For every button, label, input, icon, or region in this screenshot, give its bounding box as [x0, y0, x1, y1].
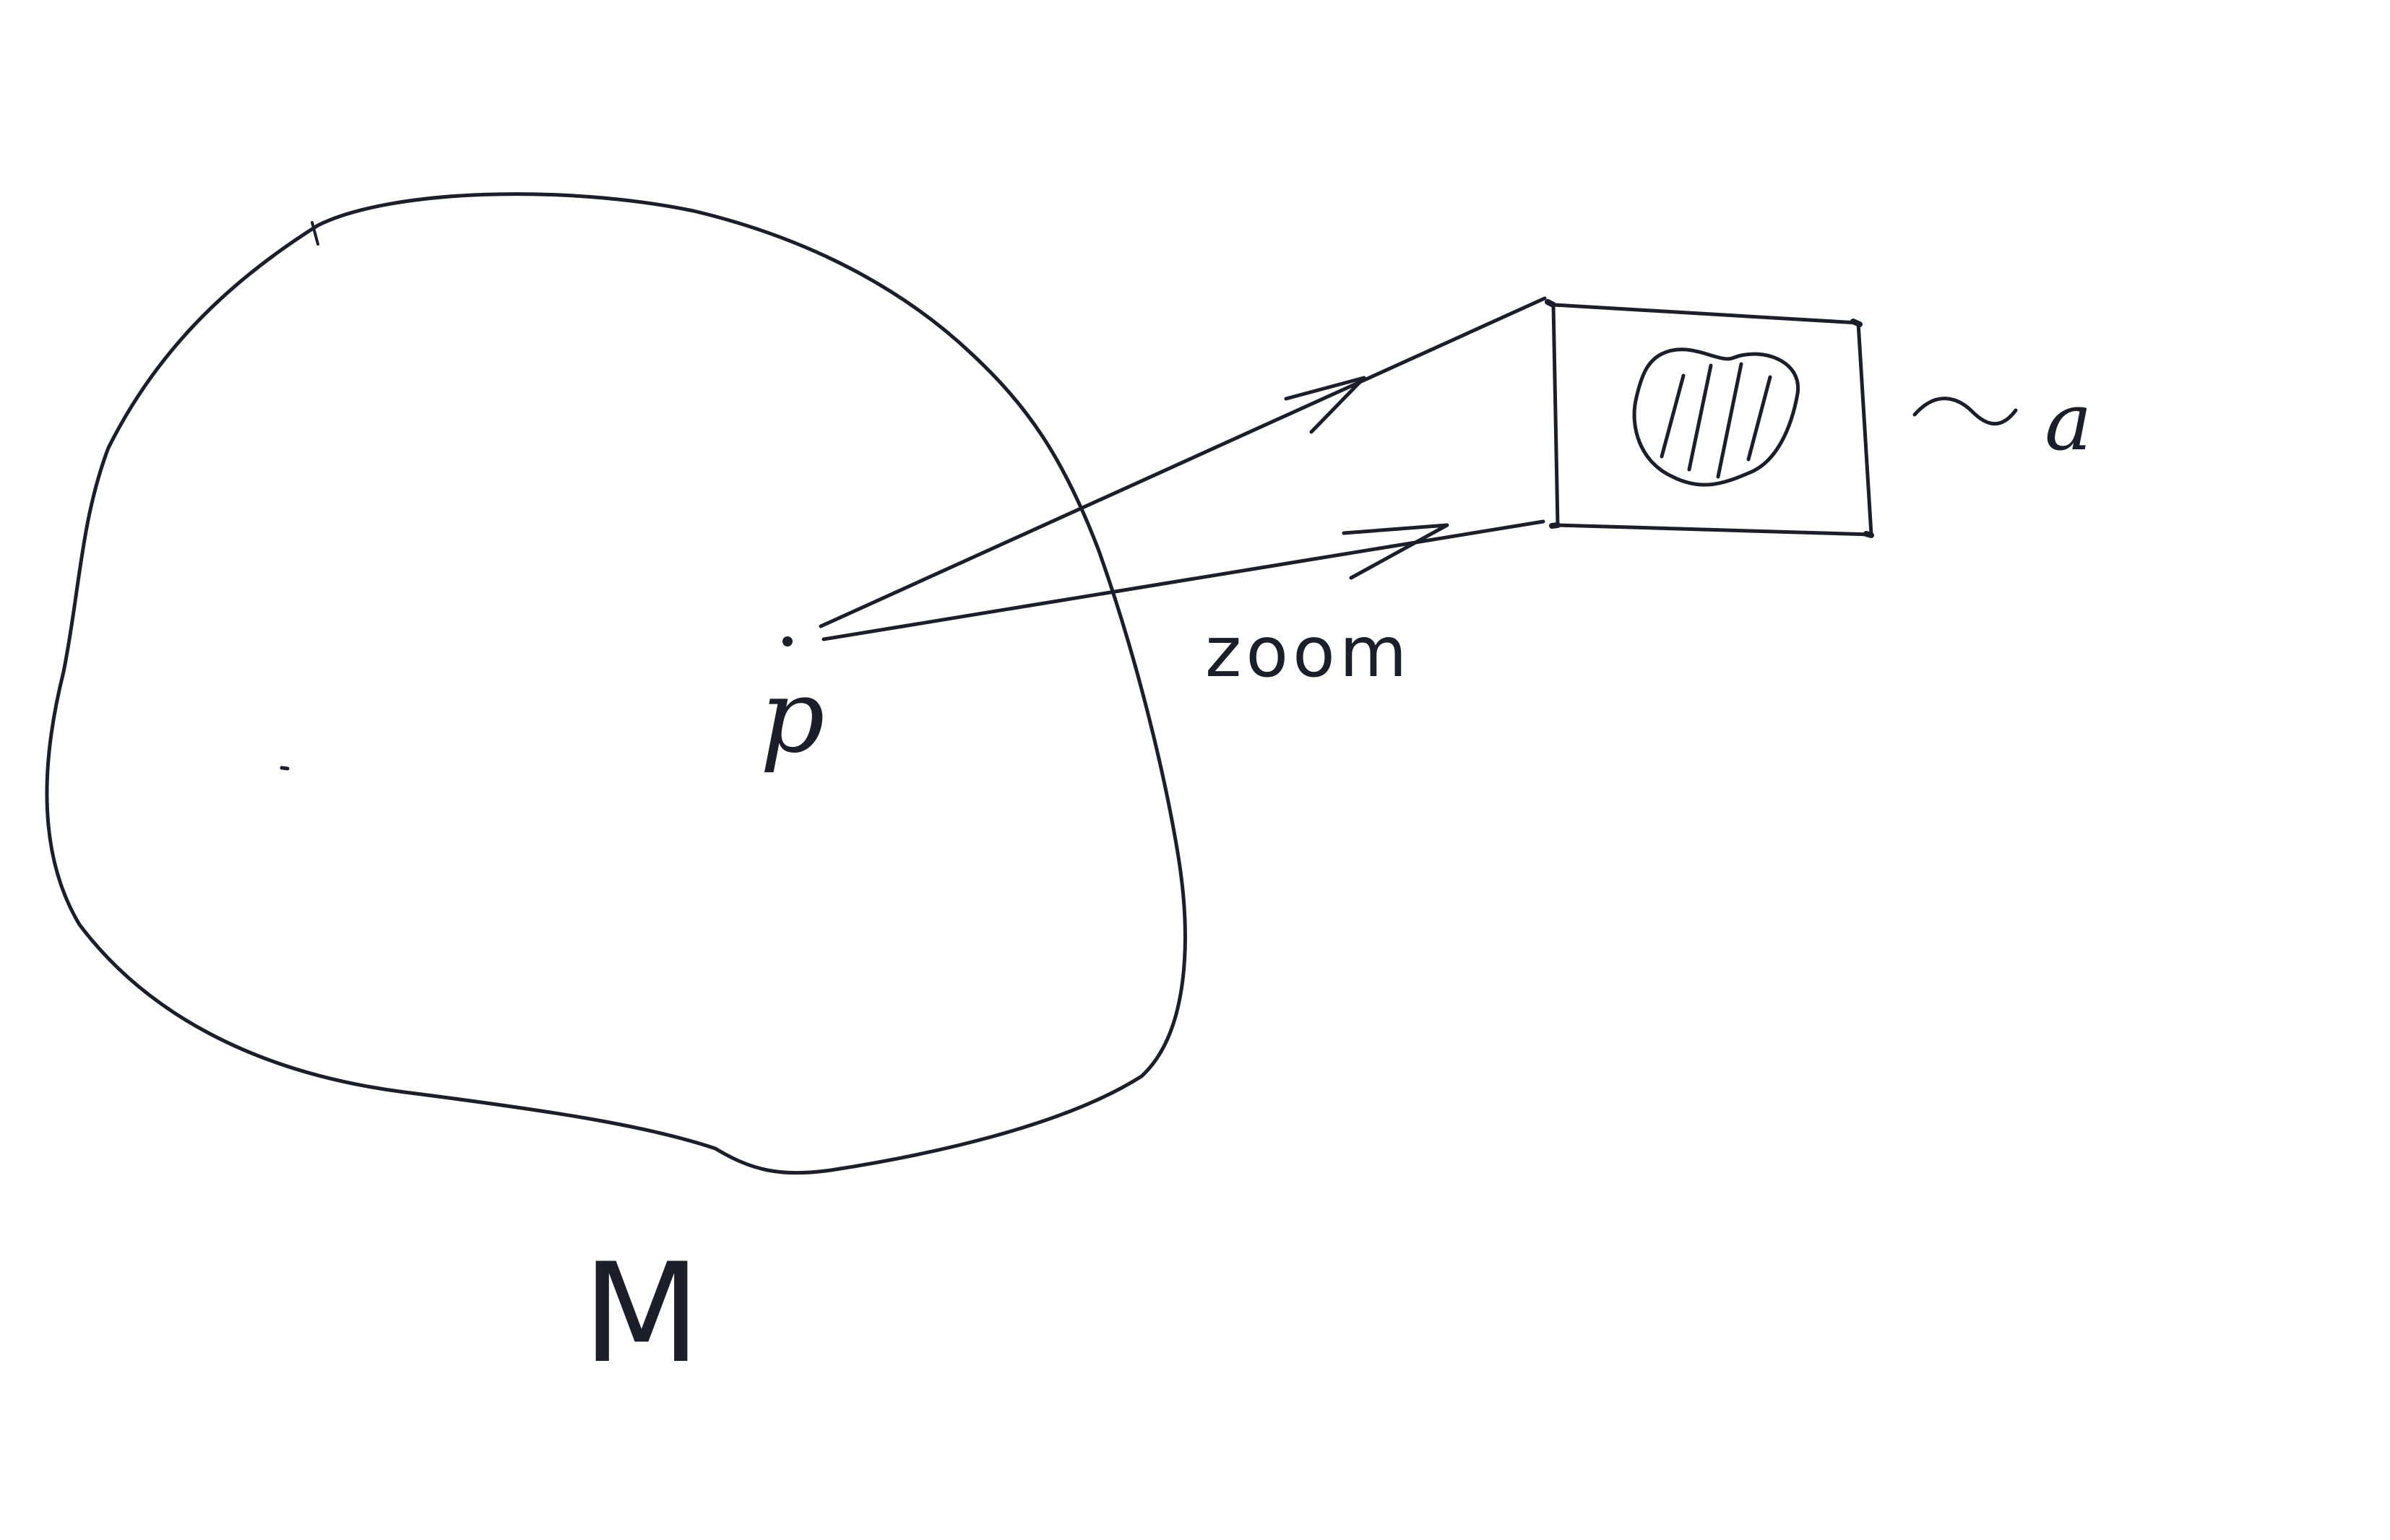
manifold-label: M — [582, 1234, 701, 1393]
stray-ink-mark — [280, 766, 290, 771]
hatched-region-outline — [1632, 347, 1800, 487]
manifold-outline — [45, 192, 1187, 1175]
manifold-outline-tick — [311, 221, 319, 246]
arrow-lower-icon — [1342, 523, 1449, 580]
zoom-ray-upper — [819, 296, 1547, 628]
tilde-icon — [1912, 397, 2018, 426]
chart-box-corner-marks — [1545, 299, 1874, 538]
arrow-upper-icon — [1284, 376, 1366, 434]
hatching-icon — [1660, 362, 1772, 479]
point-p-dot — [782, 636, 793, 646]
zoom-ray-lower — [821, 519, 1545, 641]
point-p-label: p — [760, 658, 825, 776]
approx-a-glyph: a — [2045, 376, 2092, 468]
zoom-label: zoom — [1205, 612, 1411, 693]
